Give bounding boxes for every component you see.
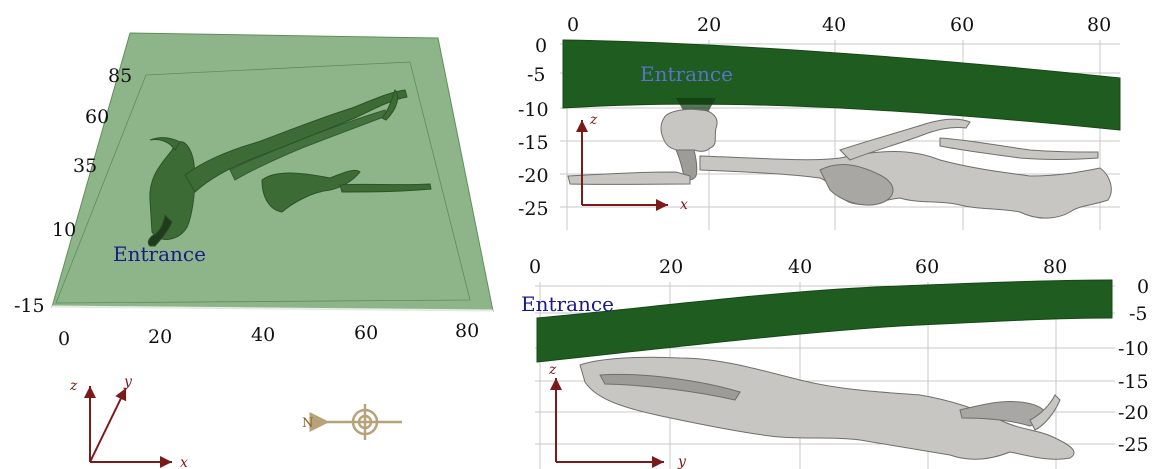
persp-x-tick-80: 80 [455,320,479,342]
side-bottom-x-tick-40: 40 [788,256,812,278]
persp-z-tick-10: 10 [52,219,76,241]
side-top-x-tick-20: 20 [697,14,721,36]
side-bottom-cave [579,356,1075,460]
compass-north-label: N [302,416,313,431]
persp-z-tick-35: 35 [73,155,97,177]
side-bottom-y-tick-minus10: -10 [1118,338,1149,360]
side-top-y-tick-minus20: -20 [518,165,549,187]
persp-entrance-label: Entrance [113,242,206,266]
side-top-y-tick-minus10: -10 [518,99,549,121]
side-top-y-tick-minus5: -5 [527,64,546,86]
side-bottom-x-tick-20: 20 [659,256,683,278]
side-bottom-y-tick-minus5: -5 [1129,303,1148,325]
persp-axis-x-label: x [180,455,188,469]
side-top-panel: 0 20 40 60 80 0 -5 -10 -15 -20 -25 Entra… [518,14,1121,230]
persp-x-tick-0: 0 [58,328,70,350]
side-bottom-axis-z-label: z [548,362,557,378]
persp-x-tick-20: 20 [148,326,172,348]
persp-x-tick-40: 40 [251,324,275,346]
persp-axis-y-label: y [123,374,133,390]
side-top-x-tick-80: 80 [1087,14,1111,36]
perspective-panel: 85 60 35 10 -15 0 20 40 60 80 Entrance z… [14,32,494,469]
cave-network-green [147,89,432,247]
side-bottom-x-tick-0: 0 [529,256,541,278]
side-top-y-tick-minus25: -25 [518,198,549,220]
side-top-entrance-label: Entrance [640,62,733,86]
side-bottom-y-tick-minus15: -15 [1118,371,1149,393]
side-bottom-y-tick-minus25: -25 [1118,434,1149,456]
side-bottom-x-tick-60: 60 [915,256,939,278]
side-top-y-tick-minus15: -15 [518,132,549,154]
terrain-surface-inner-outline [55,61,471,304]
side-bottom-axis-y-label: y [677,454,687,469]
side-bottom-y-tick-minus20: -20 [1118,402,1149,424]
compass-icon [309,404,402,440]
side-bottom-axis-triad [550,378,664,468]
side-top-cave [567,108,1112,219]
persp-x-tick-60: 60 [354,322,378,344]
persp-axis-z-label: z [69,378,78,394]
side-bottom-entrance-label: Entrance [521,292,614,316]
side-top-axis-triad [576,120,668,211]
side-top-x-tick-60: 60 [950,14,974,36]
persp-z-tick-85: 85 [108,65,132,87]
side-top-x-tick-40: 40 [822,14,846,36]
persp-z-tick-60: 60 [85,106,109,128]
side-top-axis-x-label: x [680,197,688,213]
side-bottom-y-tick-0: 0 [1137,276,1149,298]
side-bottom-x-tick-80: 80 [1043,256,1067,278]
side-top-x-tick-0: 0 [567,14,579,36]
terrain-surface-edge [51,305,494,313]
persp-axis-triad [84,386,172,468]
side-bottom-surface [536,279,1113,363]
side-top-axis-z-label: z [589,112,598,128]
side-top-entrance-shaft [676,98,716,112]
side-top-y-tick-0: 0 [535,35,547,57]
persp-z-tick-minus15: -15 [14,295,45,317]
side-bottom-panel: 0 20 40 60 80 0 -5 -10 -15 -20 -25 Entra… [521,256,1149,469]
